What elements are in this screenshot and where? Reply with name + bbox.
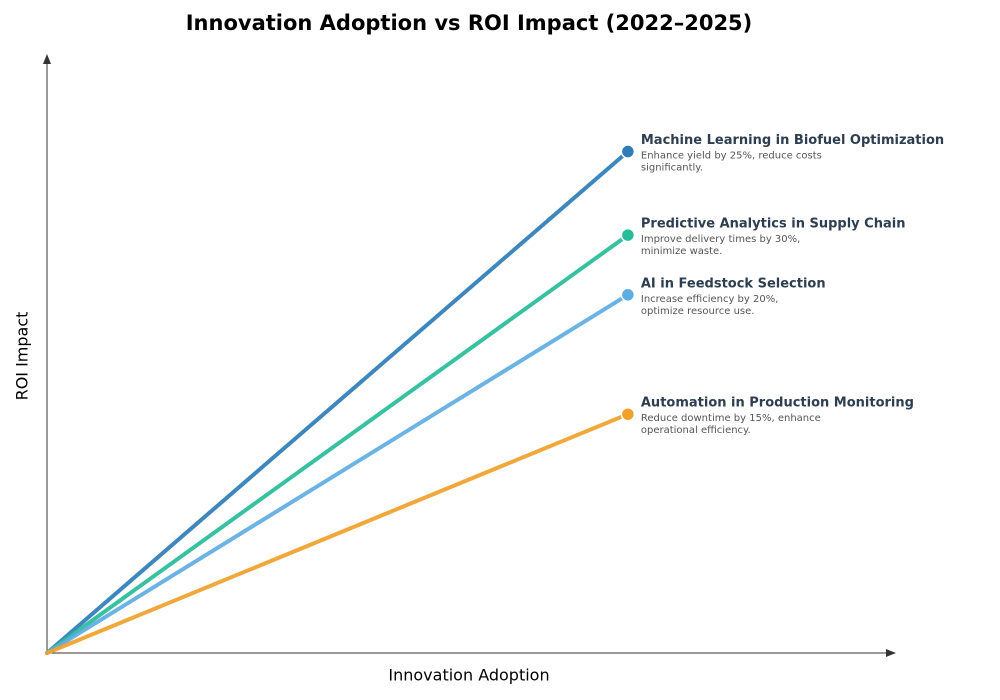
series-description: optimize resource use.	[641, 306, 755, 317]
series-description: minimize waste.	[641, 246, 723, 257]
series-line	[45, 233, 630, 655]
x-axis-arrow	[886, 649, 896, 657]
series-description: operational efficiency.	[641, 425, 751, 436]
series-description: Improve delivery times by 30%,	[641, 234, 800, 245]
end-point	[620, 287, 636, 303]
end-point	[620, 227, 636, 243]
series-description: Increase efficiency by 20%,	[641, 294, 779, 305]
x-axis-label: Innovation Adoption	[388, 666, 549, 685]
series-description: Enhance yield by 25%, reduce costs	[641, 151, 822, 162]
series-line	[45, 412, 630, 655]
y-axis-label: ROI Impact	[13, 312, 32, 401]
series-description: Reduce downtime by 15%, enhance	[641, 413, 821, 424]
end-point	[620, 406, 636, 422]
series-description: significantly.	[641, 163, 703, 174]
end-point	[620, 144, 636, 159]
series-line	[45, 149, 630, 655]
chart-title: Innovation Adoption vs ROI Impact (2022–…	[186, 11, 753, 35]
series-name: Automation in Production Monitoring	[641, 396, 914, 411]
series-name: Predictive Analytics in Supply Chain	[641, 217, 906, 232]
series-line	[45, 292, 630, 655]
y-axis-arrow	[43, 54, 51, 64]
series-name: Machine Learning in Biofuel Optimization	[641, 133, 944, 148]
series-name: AI in Feedstock Selection	[641, 276, 826, 291]
